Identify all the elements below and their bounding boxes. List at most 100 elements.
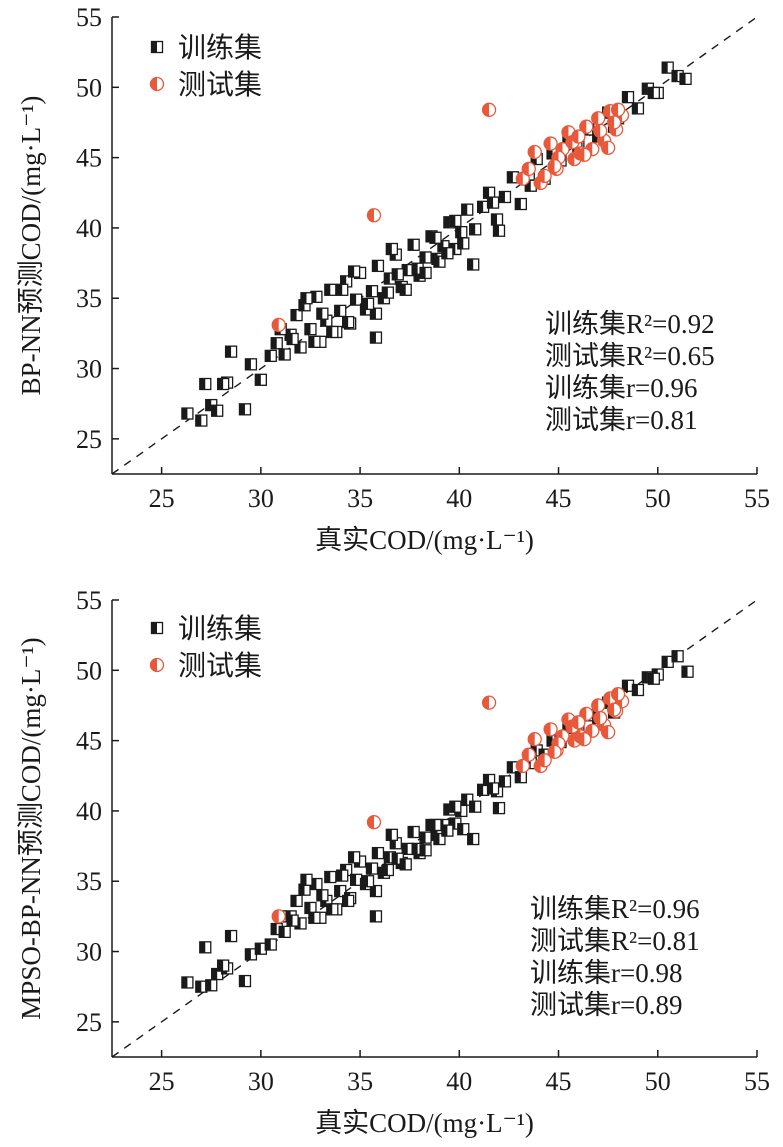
x-tick-label: 30: [248, 1067, 274, 1096]
train-point: [347, 265, 361, 278]
train-point: [461, 793, 474, 806]
train-point: [347, 851, 361, 864]
train-point: [278, 925, 291, 939]
train-point: [316, 307, 329, 320]
test-point: [515, 758, 530, 774]
x-tick-label: 30: [248, 484, 274, 513]
train-point: [498, 775, 512, 788]
train-point: [467, 832, 480, 846]
train-point: [238, 403, 252, 416]
train-point: [441, 824, 454, 837]
train-point: [490, 213, 504, 226]
train-point: [216, 377, 230, 391]
chart-mpso-bp-nn: 25 30 35 40 45 50 55 25 30 35 40 45 50 55 真实COD/(mg·L⁻…: [16, 586, 770, 1138]
train-point: [181, 407, 194, 420]
train-point: [199, 377, 212, 391]
test-point: [527, 144, 542, 160]
train-point: [181, 976, 194, 989]
test-point: [366, 815, 382, 830]
train-point: [290, 308, 303, 322]
train-point: [621, 91, 635, 104]
y-tick-label: 50: [76, 73, 102, 102]
test-point: [577, 147, 592, 162]
y-tick-label: 40: [76, 797, 102, 826]
train-point: [461, 203, 474, 216]
train-point: [681, 665, 694, 678]
test-point: [610, 102, 626, 117]
train-point: [254, 373, 267, 386]
train-point: [342, 894, 355, 908]
train-point: [467, 258, 480, 271]
test-point: [579, 119, 594, 134]
train-point: [381, 286, 395, 299]
train-point: [486, 782, 500, 795]
test-point: [571, 129, 586, 144]
test-point: [537, 753, 552, 768]
train-point: [469, 223, 482, 236]
train-point: [419, 266, 432, 280]
train-point: [308, 911, 321, 924]
x-tick-label: 40: [446, 1067, 472, 1096]
test-point: [271, 909, 286, 924]
train-point: [369, 307, 383, 320]
train-point: [286, 914, 299, 927]
test-point: [547, 158, 562, 174]
test-point: [571, 715, 586, 730]
train-point: [671, 650, 684, 663]
train-point: [211, 404, 224, 417]
train-point: [308, 335, 321, 348]
train-point: [205, 979, 218, 992]
legend-test-icon: [149, 76, 165, 92]
train-point: [365, 285, 379, 298]
train-point: [441, 247, 454, 260]
train-point: [224, 345, 238, 358]
train-point: [334, 304, 347, 318]
train-point: [369, 910, 383, 923]
train-point: [385, 242, 398, 256]
train-point: [290, 894, 303, 908]
test-point: [521, 747, 536, 762]
train-point: [429, 818, 442, 832]
train-point: [419, 831, 432, 844]
train-point: [433, 255, 446, 268]
train-point: [407, 238, 420, 251]
train-point: [264, 349, 277, 363]
train-point: [631, 102, 645, 115]
train-point: [419, 251, 432, 264]
train-point: [371, 846, 385, 860]
train-point: [457, 823, 470, 836]
train-point: [469, 800, 482, 813]
train-point: [391, 268, 404, 281]
test-point: [527, 732, 542, 747]
train-point: [369, 331, 383, 344]
test-point: [577, 732, 592, 747]
y-tick-label: 30: [76, 355, 102, 384]
y-tick-label: 50: [76, 656, 102, 685]
legend-train-label: 训练集: [178, 613, 262, 645]
x-tick-label: 35: [347, 1067, 373, 1096]
train-point: [238, 974, 252, 988]
y-tick-label: 30: [76, 938, 102, 967]
train-point: [195, 414, 208, 427]
train-point: [455, 225, 468, 239]
train-point: [369, 884, 383, 898]
y-tick-label: 25: [76, 1008, 102, 1037]
y-tick-label: 25: [76, 425, 102, 454]
train-point: [399, 283, 412, 296]
x-tick-label: 35: [347, 484, 373, 513]
train-point: [336, 283, 349, 296]
test-point: [593, 123, 608, 139]
train-point: [399, 858, 412, 871]
train-point: [316, 889, 329, 902]
x-tick-label: 55: [744, 1067, 770, 1096]
y-axis-title: MPSO-BP-NN预测COD/(mg·L⁻¹): [16, 637, 46, 1019]
train-point: [278, 348, 291, 361]
legend-test-label: 测试集: [178, 650, 262, 682]
legend-test-label: 测试集: [178, 69, 262, 101]
stat-annotation: 训练集R²=0.96: [530, 894, 700, 924]
x-tick-label: 50: [645, 484, 671, 513]
train-point: [324, 870, 337, 884]
train-point: [300, 873, 313, 886]
y-tick-label: 45: [76, 727, 102, 756]
